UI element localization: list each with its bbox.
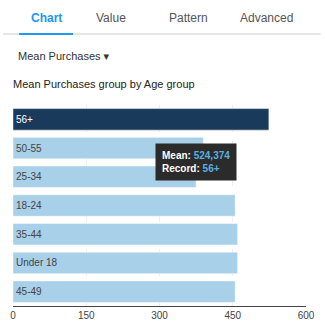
svg-text:Mean Purchases group by Age gr: Mean Purchases group by Age group: [13, 78, 195, 90]
svg-text:18-24: 18-24: [16, 200, 42, 211]
svg-text:Mean: 524,374Record: 56+: Mean: 524,374Record: 56+: [162, 150, 230, 174]
svg-text:25-34: 25-34: [16, 171, 42, 182]
svg-text:600: 600: [298, 310, 315, 321]
svg-text:Chart: Chart: [31, 11, 62, 25]
svg-text:Value: Value: [96, 11, 126, 25]
svg-text:150: 150: [78, 310, 95, 321]
svg-text:35-44: 35-44: [16, 229, 42, 240]
svg-text:0: 0: [10, 310, 16, 321]
svg-text:Advanced: Advanced: [240, 11, 293, 25]
svg-text:300: 300: [151, 310, 168, 321]
svg-text:45-49: 45-49: [16, 286, 42, 297]
svg-text:Mean Purchases ▾: Mean Purchases ▾: [18, 50, 110, 62]
svg-text:450: 450: [224, 310, 241, 321]
svg-text:50-55: 50-55: [16, 143, 42, 154]
svg-text:56+: 56+: [16, 114, 33, 125]
svg-text:Pattern: Pattern: [169, 11, 208, 25]
svg-text:Under 18: Under 18: [16, 257, 58, 268]
